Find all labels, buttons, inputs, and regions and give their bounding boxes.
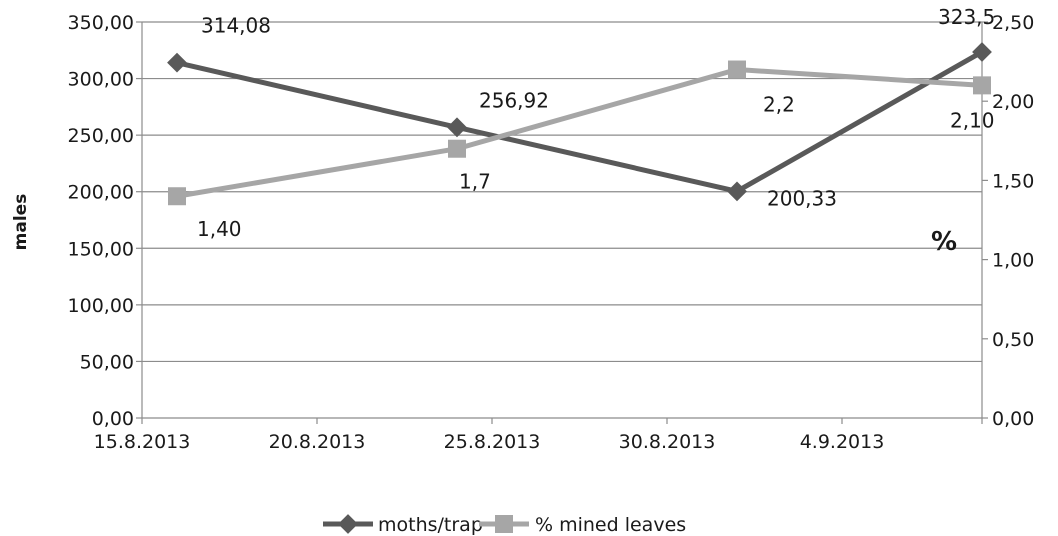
y-tick-label: 50,00 <box>80 351 134 373</box>
data-label-moths-trap: 314,08 <box>201 14 271 38</box>
y2-tick-label: 0,00 <box>992 408 1034 430</box>
data-label-moths-trap: 323,5 <box>938 5 995 29</box>
y2-tick-label: 2,50 <box>992 12 1034 34</box>
legend-marker-mined-leaves <box>495 515 513 533</box>
y2-tick-label: 0,50 <box>992 329 1034 351</box>
data-label-mined-leaves: 2,10 <box>950 108 995 132</box>
data-point-mined-leaves <box>168 187 186 206</box>
y-tick-label: 250,00 <box>68 125 134 147</box>
legend-marker-moths-trap <box>338 514 358 534</box>
legend-item-mined-leaves: % mined leaves <box>479 514 686 536</box>
legend-item-moths-trap: moths/trap <box>323 514 483 536</box>
tick-labels: 0,00 50,00 100,00 150,00 200,00 250,00 300,00 3… <box>68 12 1035 453</box>
y-tick-label: 200,00 <box>68 182 134 204</box>
y2-tick-label: 1,00 <box>992 250 1034 272</box>
y-tick-label: 350,00 <box>68 12 134 34</box>
data-label-moths-trap: 256,92 <box>479 88 549 112</box>
data-point-moths-trap <box>727 181 747 202</box>
data-label-moths-trap: 200,33 <box>767 186 837 210</box>
x-tick-label: 20.8.2013 <box>269 431 366 453</box>
x-tick-label: 15.8.2013 <box>94 431 191 453</box>
y-axis-title: males <box>11 194 31 251</box>
data-labels: 314,08 256,92 200,33 323,5 1,40 1,7 2,2 2,10 <box>197 5 995 241</box>
series-lines <box>167 42 992 206</box>
data-label-mined-leaves: 2,2 <box>763 93 795 117</box>
x-tick-label: 4.9.2013 <box>800 431 885 453</box>
legend: moths/trap % mined leaves <box>323 514 686 536</box>
y-tick-label: 100,00 <box>68 295 134 317</box>
y-tick-label: 0,00 <box>92 408 134 430</box>
data-point-moths-trap <box>447 117 467 138</box>
x-tick-label: 30.8.2013 <box>619 431 716 453</box>
data-label-mined-leaves: 1,7 <box>459 170 491 194</box>
axes <box>136 21 988 424</box>
series-line-mined-leaves <box>176 67 983 199</box>
data-label-mined-leaves: 1,40 <box>197 217 242 241</box>
data-point-mined-leaves <box>973 76 991 95</box>
x-tick-label: 25.8.2013 <box>444 431 541 453</box>
y2-tick-label: 1,50 <box>992 170 1034 192</box>
data-point-mined-leaves <box>728 60 746 79</box>
data-point-moths-trap <box>972 42 992 62</box>
series-line-moths-trap <box>176 49 984 194</box>
y-tick-label: 300,00 <box>68 69 134 91</box>
gridlines <box>142 21 982 363</box>
legend-label-mined-leaves: % mined leaves <box>535 514 686 536</box>
data-point-mined-leaves <box>448 139 466 158</box>
legend-label-moths-trap: moths/trap <box>378 514 483 536</box>
y-tick-label: 150,00 <box>68 238 134 260</box>
y2-tick-label: 2,00 <box>992 91 1034 113</box>
y2-axis-title: % <box>931 227 957 257</box>
data-point-moths-trap <box>167 52 187 73</box>
